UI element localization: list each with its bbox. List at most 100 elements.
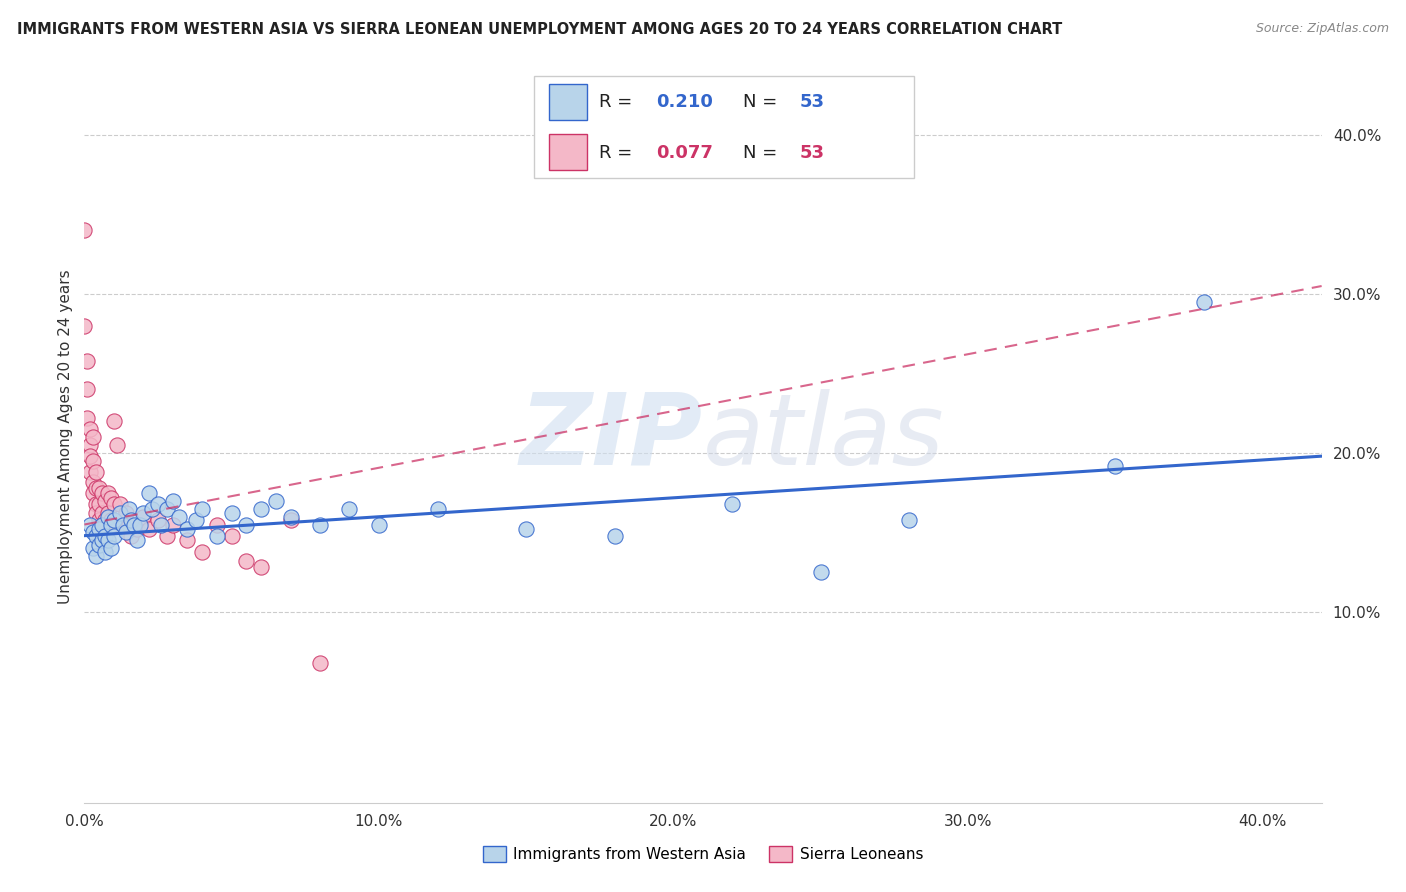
Point [103, 497, 125, 511]
Point [103, 529, 125, 543]
Point [100, 541, 122, 556]
Point [127, 522, 149, 536]
Point [191, 501, 214, 516]
Point [87, 529, 110, 543]
Point [79, 438, 101, 452]
Point [124, 517, 146, 532]
Point [186, 513, 208, 527]
Text: ZIP: ZIP [520, 389, 703, 485]
Legend: Immigrants from Western Asia, Sierra Leoneans: Immigrants from Western Asia, Sierra Leo… [477, 840, 929, 868]
Point [156, 501, 179, 516]
Point [111, 517, 134, 532]
Point [1104, 458, 1126, 473]
Point [368, 517, 391, 532]
FancyBboxPatch shape [534, 76, 914, 178]
Point [721, 497, 744, 511]
Point [87, 522, 110, 536]
Point [94, 513, 117, 527]
Text: R =: R = [599, 144, 638, 161]
Point [82, 430, 104, 444]
Bar [550, 84, 588, 120]
Point [132, 507, 155, 521]
Point [105, 438, 128, 452]
Point [100, 513, 122, 527]
Point [100, 491, 122, 505]
Point [309, 656, 332, 670]
Text: Source: ZipAtlas.com: Source: ZipAtlas.com [1256, 22, 1389, 36]
Point [250, 560, 273, 574]
Point [97, 533, 120, 548]
Point [426, 501, 449, 516]
Point [79, 449, 101, 463]
Point [235, 554, 257, 568]
Point [280, 513, 302, 527]
Point [79, 422, 101, 436]
Point [176, 522, 198, 536]
Point [114, 507, 136, 521]
Point [176, 533, 198, 548]
Point [250, 501, 273, 516]
Point [515, 522, 537, 536]
Point [117, 517, 139, 532]
Point [205, 529, 228, 543]
Text: 53: 53 [800, 94, 825, 112]
Point [84, 465, 107, 479]
Point [79, 465, 101, 479]
Point [108, 507, 131, 521]
Point [91, 522, 114, 536]
Point [73, 318, 96, 333]
Point [221, 529, 243, 543]
Point [810, 566, 832, 580]
Point [138, 485, 160, 500]
Point [114, 525, 136, 540]
Point [280, 509, 302, 524]
Point [79, 517, 101, 532]
Point [84, 481, 107, 495]
Point [138, 522, 160, 536]
Point [82, 485, 104, 500]
Y-axis label: Unemployment Among Ages 20 to 24 years: Unemployment Among Ages 20 to 24 years [58, 269, 73, 605]
Point [205, 517, 228, 532]
Point [108, 497, 131, 511]
Text: N =: N = [744, 94, 783, 112]
Point [141, 501, 163, 516]
Point [117, 501, 139, 516]
Point [191, 544, 214, 558]
Text: R =: R = [599, 94, 638, 112]
Point [87, 497, 110, 511]
Point [87, 538, 110, 552]
Point [97, 509, 120, 524]
Point [309, 517, 332, 532]
Point [898, 513, 921, 527]
Point [84, 497, 107, 511]
Point [603, 529, 626, 543]
Point [94, 544, 117, 558]
Point [167, 509, 190, 524]
Point [76, 383, 98, 397]
Point [162, 517, 184, 532]
Point [146, 513, 169, 527]
Point [87, 481, 110, 495]
Point [91, 507, 114, 521]
Point [1192, 294, 1215, 309]
Point [97, 485, 120, 500]
Point [339, 501, 361, 516]
Point [82, 525, 104, 540]
Point [103, 517, 125, 532]
Point [76, 353, 98, 368]
Point [73, 223, 96, 237]
Point [91, 517, 114, 532]
Bar [550, 135, 588, 170]
Point [82, 541, 104, 556]
Point [94, 493, 117, 508]
Text: N =: N = [744, 144, 783, 161]
Point [82, 454, 104, 468]
Text: 53: 53 [800, 144, 825, 161]
Point [156, 529, 179, 543]
Point [121, 513, 143, 527]
Text: 0.210: 0.210 [655, 94, 713, 112]
Point [82, 475, 104, 489]
Point [129, 517, 152, 532]
Text: atlas: atlas [703, 389, 945, 485]
Text: 0.077: 0.077 [655, 144, 713, 161]
